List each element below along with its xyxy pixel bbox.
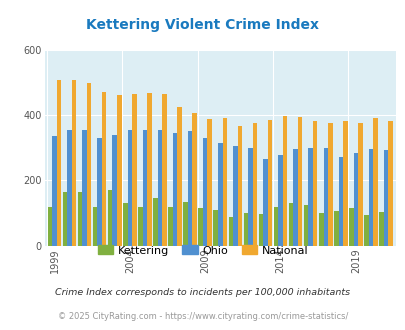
Bar: [112, 135, 117, 246]
Bar: [368, 149, 372, 246]
Bar: [342, 121, 347, 246]
Bar: [153, 198, 157, 246]
Bar: [303, 205, 308, 246]
Bar: [297, 116, 302, 246]
Bar: [262, 159, 267, 246]
Bar: [333, 212, 338, 246]
Bar: [173, 133, 177, 246]
Bar: [97, 138, 102, 246]
Bar: [72, 80, 76, 246]
Bar: [147, 93, 151, 246]
Bar: [353, 153, 357, 246]
Bar: [138, 207, 142, 246]
Bar: [222, 118, 226, 246]
Bar: [232, 146, 237, 246]
Bar: [202, 138, 207, 246]
Bar: [47, 207, 52, 246]
Bar: [183, 202, 188, 246]
Bar: [213, 210, 217, 246]
Bar: [52, 136, 57, 246]
Bar: [63, 192, 67, 246]
Bar: [323, 148, 327, 246]
Bar: [387, 121, 392, 246]
Bar: [127, 130, 132, 246]
Bar: [252, 123, 256, 246]
Bar: [247, 148, 252, 246]
Bar: [117, 95, 121, 246]
Bar: [273, 207, 277, 246]
Bar: [237, 126, 241, 246]
Bar: [217, 143, 222, 246]
Text: © 2025 CityRating.com - https://www.cityrating.com/crime-statistics/: © 2025 CityRating.com - https://www.city…: [58, 312, 347, 321]
Bar: [277, 155, 282, 246]
Bar: [318, 213, 323, 246]
Bar: [357, 123, 362, 246]
Bar: [57, 80, 61, 246]
Bar: [162, 94, 166, 246]
Bar: [363, 215, 368, 246]
Bar: [108, 190, 112, 246]
Bar: [132, 94, 136, 246]
Bar: [87, 83, 91, 246]
Bar: [378, 212, 383, 246]
Bar: [282, 116, 287, 246]
Bar: [293, 149, 297, 246]
Bar: [177, 107, 181, 246]
Bar: [372, 118, 377, 246]
Bar: [267, 120, 272, 246]
Bar: [102, 92, 106, 246]
Bar: [327, 123, 332, 246]
Bar: [243, 213, 247, 246]
Bar: [258, 214, 262, 246]
Bar: [207, 119, 211, 246]
Bar: [82, 130, 87, 246]
Bar: [192, 113, 196, 246]
Bar: [123, 203, 127, 246]
Legend: Kettering, Ohio, National: Kettering, Ohio, National: [93, 241, 312, 260]
Bar: [338, 157, 342, 246]
Bar: [78, 192, 82, 246]
Bar: [142, 130, 147, 246]
Bar: [168, 207, 173, 246]
Bar: [308, 148, 312, 246]
Text: Kettering Violent Crime Index: Kettering Violent Crime Index: [86, 18, 319, 32]
Bar: [288, 203, 293, 246]
Bar: [228, 217, 232, 246]
Bar: [348, 208, 353, 246]
Bar: [67, 130, 72, 246]
Bar: [383, 150, 387, 246]
Bar: [312, 121, 317, 246]
Bar: [93, 207, 97, 246]
Bar: [188, 131, 192, 246]
Bar: [157, 130, 162, 246]
Text: Crime Index corresponds to incidents per 100,000 inhabitants: Crime Index corresponds to incidents per…: [55, 287, 350, 297]
Bar: [198, 208, 202, 246]
